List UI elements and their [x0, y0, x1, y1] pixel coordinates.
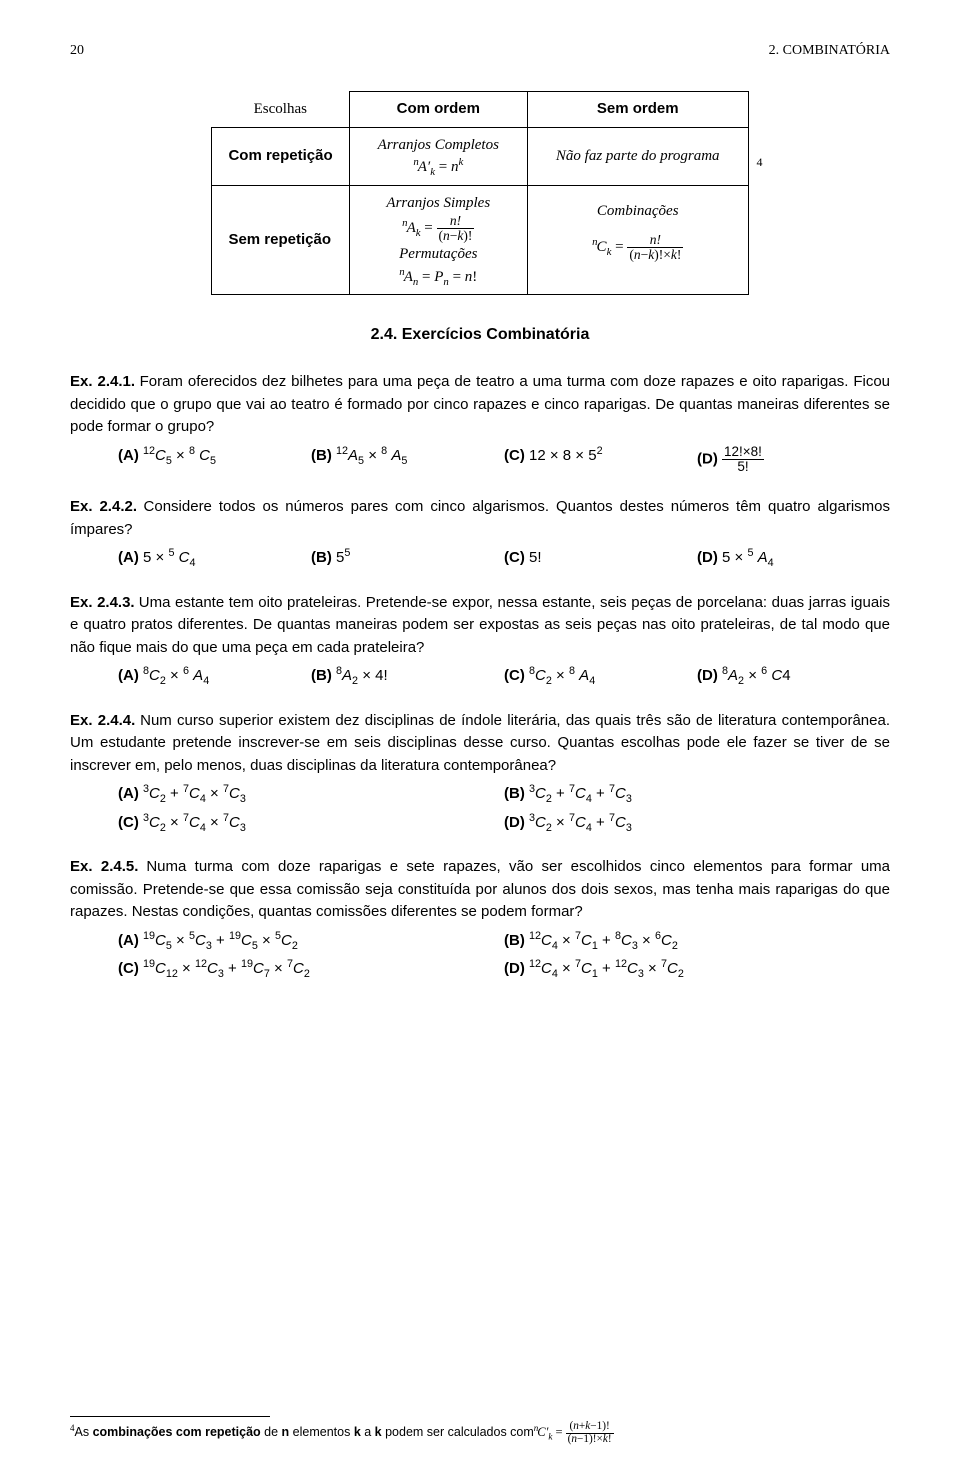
table-row-com-repeticao: Com repetição: [212, 127, 349, 185]
choices: (A) 12C5 × 8 C5 (B) 12A5 × 8 A5 (C) 12 ×…: [118, 445, 890, 474]
choice-c: (C) 19C12 × 12C3 + 19C7 × 7C2: [118, 958, 504, 981]
t: combinações com repetição: [93, 1426, 261, 1440]
choice-a: (A) 3C2 + 7C4 × 7C3: [118, 783, 504, 806]
chapter-title: 2. COMBINATÓRIA: [769, 40, 890, 61]
choice-a: (A) 5 × 5 C4: [118, 547, 311, 570]
choice-tag: (B): [311, 447, 332, 464]
t: de: [261, 1426, 282, 1440]
page-number: 20: [70, 40, 84, 61]
choice-tag: (A): [118, 667, 139, 684]
page-header: 20 2. COMBINATÓRIA: [70, 40, 890, 61]
choice-a: (A) 8C2 × 6 A4: [118, 665, 311, 688]
choice-b: (B) 12A5 × 8 A5: [311, 445, 504, 474]
choices-row1: (A) 19C5 × 5C3 + 19C5 × 5C2 (B) 12C4 × 7…: [118, 930, 890, 953]
table-col-com-ordem: Com ordem: [349, 92, 527, 128]
table-cell-combinacoes: Combinações nCk = n!(n−k)!×k!: [527, 185, 748, 295]
exercise-2-4-2: Ex. 2.4.2. Considere todos os números pa…: [70, 496, 890, 570]
t: As: [75, 1426, 93, 1440]
choice-c: (C) 12 × 8 × 52: [504, 445, 697, 474]
choice-d: (D) 5 × 5 A4: [697, 547, 890, 570]
footnote: 4As combinações com repetição de n eleme…: [70, 1416, 890, 1446]
exercise-2-4-4: Ex. 2.4.4. Num curso superior existem de…: [70, 710, 890, 835]
footnote-rule: [70, 1416, 270, 1417]
table-cell-arranjos-completos: Arranjos Completos nA′k = nk: [349, 127, 527, 185]
choice-tag: (A): [118, 932, 139, 949]
choice-tag: (A): [118, 549, 139, 566]
choice-tag: (C): [118, 814, 139, 831]
choice-tag: (D): [697, 450, 718, 467]
choice-d: (D) 12!×8!5!: [697, 445, 890, 474]
choice-a: (A) 19C5 × 5C3 + 19C5 × 5C2: [118, 930, 504, 953]
page: 20 2. COMBINATÓRIA Escolhas Com ordem Se…: [0, 0, 960, 1474]
choice-c: (C) 3C2 × 7C4 × 7C3: [118, 812, 504, 835]
table-cell-nao-faz-parte: Não faz parte do programa: [527, 127, 748, 185]
choice-d: (D) 8A2 × 6 C4: [697, 665, 890, 688]
exercise-text: Uma estante tem oito prateleiras. Preten…: [70, 594, 890, 656]
cell-formula: nA′k = nk: [378, 156, 499, 179]
table-corner: Escolhas: [212, 92, 349, 128]
choice-b: (B) 12C4 × 7C1 + 8C3 × 6C2: [504, 930, 890, 953]
cell-line: Arranjos Completos: [378, 134, 499, 157]
table-footnote-marker: 4: [757, 153, 763, 171]
cell-formula: nAn = Pn = n!: [378, 266, 499, 289]
choice-tag: (D): [504, 814, 525, 831]
choices-row2: (C) 3C2 × 7C4 × 7C3 (D) 3C2 × 7C4 + 7C3: [118, 812, 890, 835]
cell-line: Permutações: [378, 243, 499, 266]
exercise-text: Numa turma com doze raparigas e sete rap…: [70, 858, 890, 920]
cell-formula: nAk = n!(n−k)!: [378, 214, 499, 243]
exercise-label: Ex. 2.4.1.: [70, 373, 135, 390]
exercise-label: Ex. 2.4.3.: [70, 594, 135, 611]
exercise-2-4-1: Ex. 2.4.1. Foram oferecidos dez bilhetes…: [70, 371, 890, 474]
choice-tag: (C): [118, 960, 139, 977]
choice-tag: (A): [118, 785, 139, 802]
choice-tag: (B): [504, 932, 525, 949]
choice-b: (B) 3C2 + 7C4 + 7C3: [504, 783, 890, 806]
choice-tag: (A): [118, 447, 139, 464]
choice-tag: (D): [697, 549, 718, 566]
exercise-text: Num curso superior existem dez disciplin…: [70, 712, 890, 774]
choice-d: (D) 12C4 × 7C1 + 12C3 × 7C2: [504, 958, 890, 981]
exercise-label: Ex. 2.4.2.: [70, 498, 137, 515]
choices: (A) 5 × 5 C4 (B) 55 (C) 5! (D) 5 × 5 A4: [118, 547, 890, 570]
choices-row1: (A) 3C2 + 7C4 × 7C3 (B) 3C2 + 7C4 + 7C3: [118, 783, 890, 806]
exercise-label: Ex. 2.4.5.: [70, 858, 138, 875]
cell-formula: nCk = n!(n−k)!×k!: [556, 233, 720, 262]
t: k: [354, 1426, 361, 1440]
t: podem ser calculados com: [382, 1426, 534, 1440]
choice-d: (D) 3C2 × 7C4 + 7C3: [504, 812, 890, 835]
choice-c: (C) 5!: [504, 547, 697, 570]
choice-tag: (C): [504, 667, 525, 684]
choice-a: (A) 12C5 × 8 C5: [118, 445, 311, 474]
section-title: 2.4. Exercícios Combinatória: [70, 323, 890, 347]
choice-tag: (D): [697, 667, 718, 684]
choice-tag: (C): [504, 447, 525, 464]
table-col-sem-ordem: Sem ordem: [527, 92, 748, 128]
choice-c: (C) 8C2 × 8 A4: [504, 665, 697, 688]
choice-tag: (B): [311, 549, 332, 566]
choice-tag: (D): [504, 960, 525, 977]
footnote-text: As combinações com repetição de n elemen…: [75, 1426, 534, 1440]
exercise-2-4-5: Ex. 2.4.5. Numa turma com doze raparigas…: [70, 856, 890, 981]
choice-b: (B) 8A2 × 4!: [311, 665, 504, 688]
choices: (A) 8C2 × 6 A4 (B) 8A2 × 4! (C) 8C2 × 8 …: [118, 665, 890, 688]
choice-tag: (B): [311, 667, 332, 684]
cell-line: Arranjos Simples: [378, 192, 499, 215]
table-row-sem-repeticao: Sem repetição: [212, 185, 349, 295]
exercise-text: Considere todos os números pares com cin…: [70, 498, 890, 538]
summary-table-wrap: Escolhas Com ordem Sem ordem Com repetiç…: [211, 91, 748, 295]
cell-line: Combinações: [556, 200, 720, 223]
t: elementos: [289, 1426, 354, 1440]
summary-table: Escolhas Com ordem Sem ordem Com repetiç…: [211, 91, 748, 295]
table-cell-arranjos-simples: Arranjos Simples nAk = n!(n−k)! Permutaç…: [349, 185, 527, 295]
exercise-label: Ex. 2.4.4.: [70, 712, 135, 729]
choice-b: (B) 55: [311, 547, 504, 570]
t: k: [375, 1426, 382, 1440]
exercise-text: Foram oferecidos dez bilhetes para uma p…: [70, 373, 890, 435]
exercise-2-4-3: Ex. 2.4.3. Uma estante tem oito pratelei…: [70, 592, 890, 688]
t: a: [361, 1426, 375, 1440]
choices-row2: (C) 19C12 × 12C3 + 19C7 × 7C2 (D) 12C4 ×…: [118, 958, 890, 981]
choice-tag: (B): [504, 785, 525, 802]
choice-tag: (C): [504, 549, 525, 566]
